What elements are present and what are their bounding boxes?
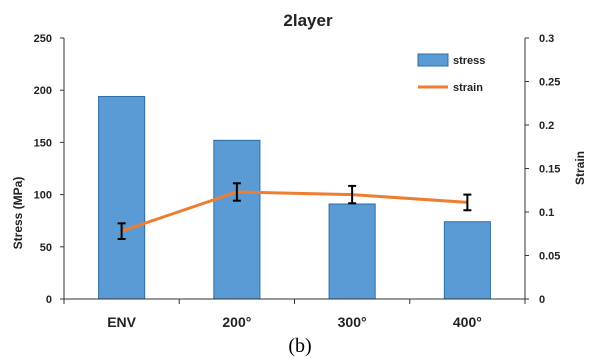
legend-strain-label: strain: [453, 82, 483, 94]
right-tick-label: 0.1: [539, 207, 554, 219]
stress-bar: [98, 95, 146, 300]
strain-series: [117, 182, 472, 240]
legend: stress strain: [417, 53, 485, 94]
stress-bar: [443, 221, 491, 300]
strain-line: [121, 190, 468, 233]
right-tick-label: 0.3: [539, 33, 554, 45]
left-tick-label: 0: [46, 294, 52, 306]
figure-caption: (b): [288, 335, 311, 357]
y2-axis-label: Strain: [573, 151, 587, 185]
right-axis-ticks: 0 0.05 0.1 0.15 0.2 0.25 0.3: [525, 33, 560, 306]
left-tick-label: 50: [40, 242, 52, 254]
category-labels: ENV 200° 300° 400°: [63, 299, 526, 330]
left-tick-label: 100: [34, 190, 52, 202]
right-tick-label: 0: [539, 294, 545, 306]
y-axis-label: Stress (MPa): [11, 177, 25, 250]
left-tick-label: 250: [34, 33, 52, 45]
left-tick-label: 200: [34, 85, 52, 97]
x-tick-label: ENV: [107, 314, 136, 330]
right-tick-label: 0.15: [539, 164, 560, 176]
legend-stress-label: stress: [453, 55, 485, 67]
right-tick-label: 0.2: [539, 120, 554, 132]
chart-title: 2layer: [283, 11, 333, 30]
x-tick-label: 300°: [338, 314, 367, 330]
stress-bar: [213, 139, 261, 300]
right-tick-label: 0.05: [539, 251, 560, 263]
x-tick-label: 200°: [222, 314, 251, 330]
x-tick-label: 400°: [453, 314, 482, 330]
legend-stress-swatch: [417, 53, 449, 67]
right-tick-label: 0.25: [539, 77, 560, 89]
left-axis-ticks: 0 50 100 150 200 250: [34, 33, 64, 306]
stress-bars: [98, 95, 491, 300]
stress-bar: [328, 203, 376, 300]
left-tick-label: 150: [34, 137, 52, 149]
